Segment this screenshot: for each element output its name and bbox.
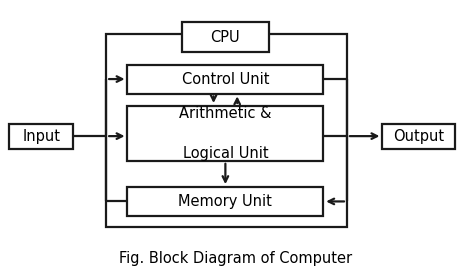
Bar — [127, 65, 323, 94]
Bar — [127, 187, 323, 216]
Text: Memory Unit: Memory Unit — [178, 194, 272, 209]
Text: Output: Output — [393, 129, 445, 144]
Text: Control Unit: Control Unit — [182, 72, 269, 87]
Bar — [9, 124, 73, 148]
Text: CPU: CPU — [211, 30, 240, 45]
Text: Input: Input — [22, 129, 60, 144]
Text: Fig. Block Diagram of Computer: Fig. Block Diagram of Computer — [119, 251, 353, 266]
Text: Arithmetic &

Logical Unit: Arithmetic & Logical Unit — [179, 106, 271, 161]
Bar — [382, 124, 455, 148]
Bar — [106, 34, 347, 227]
Bar — [182, 22, 269, 52]
Bar — [127, 106, 323, 161]
